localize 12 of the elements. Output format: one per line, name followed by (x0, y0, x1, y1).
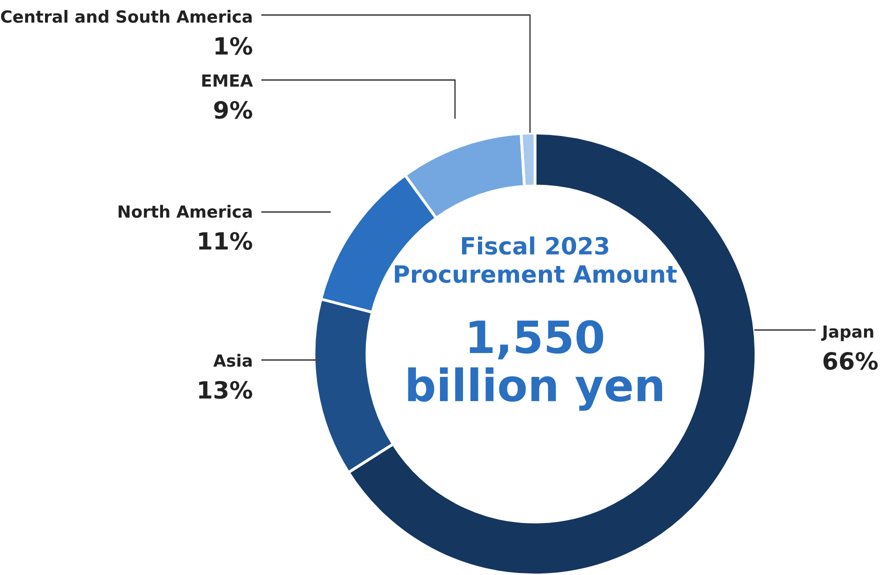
data-label: 1% (216, 36, 252, 55)
slice-label: North America (118, 204, 252, 218)
data-label: 13% (199, 380, 252, 399)
slice-label: EMEA (202, 74, 253, 87)
data-label: 66% (823, 352, 878, 370)
slice-label: Japan (821, 325, 874, 342)
text: Fiscal 2023 Procurement Amount (394, 236, 677, 283)
text: 1,550 billion yen (408, 320, 662, 411)
slice-label: Central and South America (1, 10, 252, 23)
slice-label: Asia (213, 354, 252, 367)
data-label: 11% (199, 232, 252, 250)
data-label: 9% (214, 100, 252, 119)
